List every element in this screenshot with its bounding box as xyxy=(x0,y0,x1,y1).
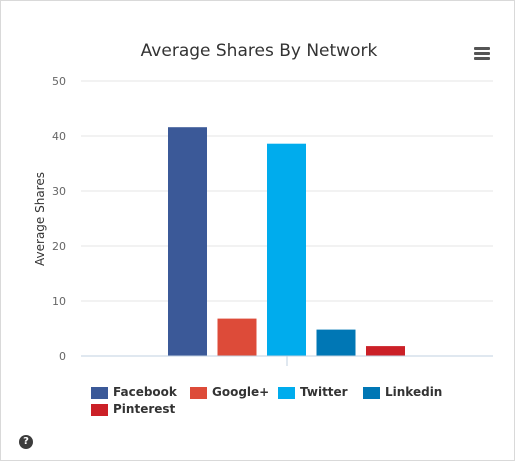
y-tick-label: 20 xyxy=(52,240,66,253)
y-tick-label: 50 xyxy=(52,75,66,88)
legend-label-pinterest: Pinterest xyxy=(113,402,176,416)
y-tick-label: 40 xyxy=(52,130,66,143)
bar-facebook[interactable] xyxy=(168,127,207,356)
legend-label-facebook: Facebook xyxy=(113,385,177,399)
legend-swatch-facebook xyxy=(91,387,108,399)
chart-title: Average Shares By Network xyxy=(141,41,378,61)
legend-swatch-pinterest xyxy=(91,404,108,416)
bar-google[interactable] xyxy=(217,318,257,356)
y-axis-label: Average Shares xyxy=(33,172,47,266)
y-tick-label: 10 xyxy=(52,295,66,308)
legend-label-linkedin: Linkedin xyxy=(385,385,443,399)
bar-twitter[interactable] xyxy=(267,143,306,356)
bar-linkedin[interactable] xyxy=(316,329,356,356)
help-circle-icon[interactable]: ? xyxy=(19,435,33,449)
bars xyxy=(168,127,405,356)
y-tick-label: 0 xyxy=(59,350,66,363)
hamburger-menu-icon[interactable] xyxy=(471,45,493,63)
y-tick-label: 30 xyxy=(52,185,66,198)
legend-swatch-twitter xyxy=(278,387,295,399)
legend-swatch-linkedin xyxy=(363,387,380,399)
legend-label-twitter: Twitter xyxy=(300,385,348,399)
y-axis-ticks: 0 10 20 30 40 50 xyxy=(52,75,66,363)
legend-label-google-plus: Google+ xyxy=(212,385,270,399)
legend-swatch-google-plus xyxy=(190,387,207,399)
bar-pinterest[interactable] xyxy=(366,346,405,356)
